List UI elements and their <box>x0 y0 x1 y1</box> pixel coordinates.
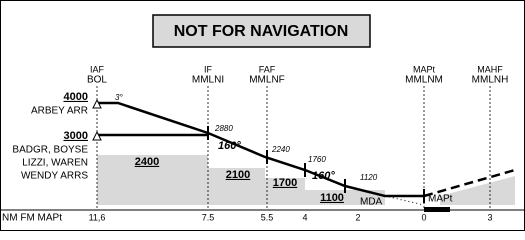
mda-label: MDA <box>360 197 383 208</box>
arrival-name: WENDY ARRS <box>21 171 88 182</box>
distance-tick: 5.5 <box>261 212 274 222</box>
distance-tick: 7.5 <box>202 212 215 222</box>
visual-segment <box>384 195 425 206</box>
altitude-label: 2240 <box>271 145 290 154</box>
arrival-altitude: 4000 <box>64 91 88 103</box>
fix-role: MAPt <box>413 64 436 74</box>
title: NOT FOR NAVIGATION <box>174 23 349 40</box>
fix-role: IF <box>204 64 213 74</box>
fix-name: BOL <box>87 75 107 86</box>
course: 160° <box>312 170 335 182</box>
sector-altitude: 1100 <box>320 192 344 204</box>
mapt-label: MAPt <box>428 194 453 205</box>
arrival-name: LIZZI, WAREN <box>22 158 88 169</box>
course: 160° <box>218 140 241 152</box>
fix-name: MMLNF <box>249 75 285 86</box>
fix-name: MMLNM <box>405 75 443 86</box>
iaf-marker <box>92 130 102 141</box>
axis-label: NM FM MAPt <box>2 213 62 224</box>
arrival-name: BADGR, BOYSE <box>12 145 88 156</box>
altitude-label: 1120 <box>360 173 378 182</box>
arrival-altitude: 3000 <box>64 130 88 142</box>
altitude-label: 1760 <box>308 155 326 164</box>
iaf-marker <box>92 98 102 109</box>
mapt-bar <box>424 207 450 212</box>
descent-path <box>97 101 424 198</box>
sector-altitude: 2100 <box>226 169 250 181</box>
arrival-name: ARBEY ARR <box>31 106 88 117</box>
distance-tick: 0 <box>421 212 426 222</box>
missed-approach-path <box>423 168 516 198</box>
sector-altitude: 1700 <box>273 177 297 189</box>
fix-name: MMLNH <box>472 75 509 86</box>
glide-angle: 3° <box>115 93 123 102</box>
distance-tick: 4 <box>302 212 307 222</box>
fix-role: FAF <box>259 64 276 74</box>
fix-name: MMLNI <box>192 75 224 86</box>
distance-tick: 11,6 <box>89 212 106 222</box>
title-box <box>152 14 371 48</box>
sector-altitude: 2400 <box>135 156 159 168</box>
terrain <box>97 155 385 205</box>
distance-tick: 3 <box>487 212 492 222</box>
approach-profile: NOT FOR NAVIGATION IAF BOL IF MMLNI FAF MMLNF… <box>0 0 525 231</box>
fix-ticks <box>207 126 425 203</box>
distance-tick: 2 <box>355 212 360 222</box>
terrain <box>440 176 515 205</box>
fix-role: IAF <box>90 64 105 74</box>
fix-role: MAHF <box>477 64 503 74</box>
altitude-label: 2880 <box>214 124 233 133</box>
